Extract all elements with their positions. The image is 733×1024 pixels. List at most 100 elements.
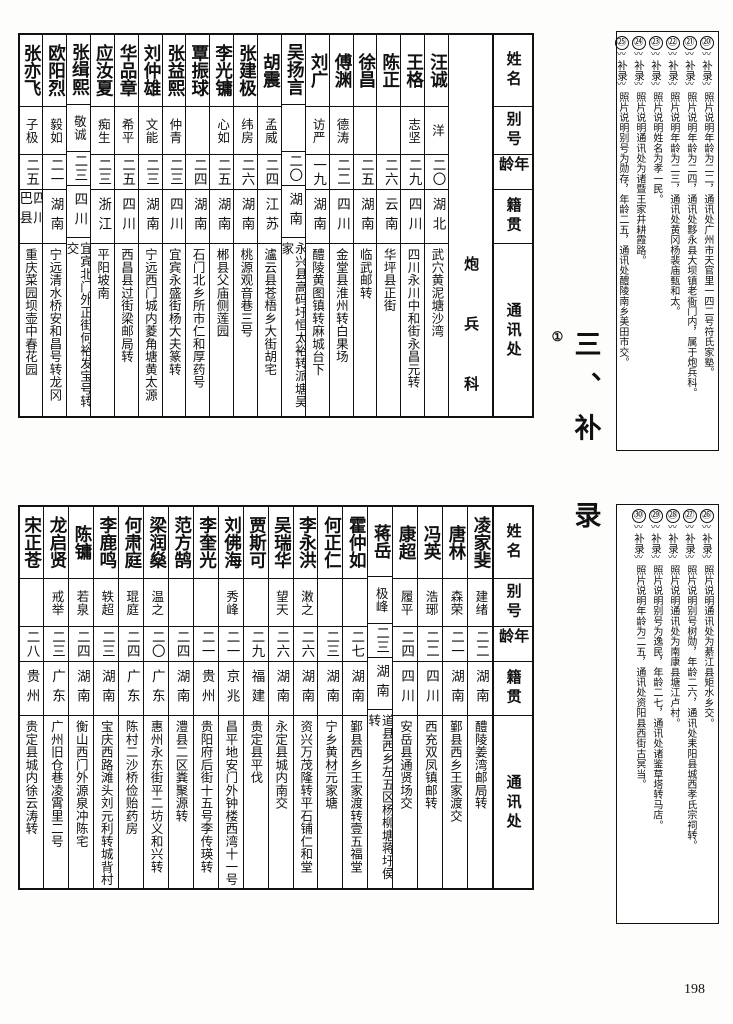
cell-address-text: 澧县二区粪聚源转 — [173, 720, 189, 822]
cell-province-text: 湖南 — [214, 196, 231, 237]
roster-record[interactable]: 刘佛海 秀峰 二一 京兆 昌平地安门外钟楼西湾十一号 — [217, 507, 243, 888]
cell-age-text: 二二 — [472, 629, 489, 659]
roster-record[interactable]: 张益熙 仲青 二三 四川 宜宾永盛街杨大夫篆转 — [161, 35, 186, 416]
wave-rule-icon: 〰 — [616, 80, 626, 90]
footnote-label: 补录 — [633, 60, 645, 81]
cell-address: 澧县二区粪聚源转 — [169, 716, 193, 888]
cell-alias-text: 潄之 — [298, 589, 314, 616]
column-header-address: 通讯处 — [494, 716, 532, 888]
roster-record[interactable]: 刘广 访严 一九 湖南 醴陵黄图镇转麻城台下 — [304, 35, 329, 416]
roster-record[interactable]: 胡震 孟威 二四 江苏 瀘云县苍梧乡大街胡宅 — [257, 35, 281, 416]
cell-age-text: 二五 — [214, 157, 231, 187]
cell-province: 四川 — [162, 190, 186, 244]
cell-age: 二六 — [268, 627, 293, 662]
cell-name-text: 王格 — [403, 52, 424, 89]
cell-alias: 子极 — [18, 107, 43, 155]
cell-name: 陈正 — [377, 35, 401, 107]
column-header-alias: 别号 — [494, 579, 532, 627]
footnote-number: ㉘ — [665, 509, 680, 523]
roster-record[interactable]: 汪诚洋二〇 湖北 武穴黄泥塘沙湾 — [424, 35, 448, 416]
roster-record[interactable]: 傅渊 德涛 二二 四川 金堂县淮州转白果场 — [328, 35, 353, 416]
cell-age: 二四 — [186, 155, 210, 190]
cell-name: 华品章 — [114, 35, 138, 107]
wave-rule-icon: 〰 — [684, 50, 694, 60]
cell-address-text: 西充双凤镇邮转 — [422, 720, 438, 810]
cell-name-text: 龙启贤 — [47, 515, 68, 570]
roster-record[interactable]: 张亦飞 子极 二五 四川巴县 重庆菜园坝壶中春花园 — [18, 35, 43, 416]
footnote-entry: ㉖〰补录〰照片说明通讯处为綦江县矩水乡交。 — [698, 509, 715, 919]
cell-province: 四川 — [393, 662, 418, 716]
roster-record[interactable]: 李永洪 潄之 二六 湖南 资兴万茂隆转平石铺仁和堂 — [292, 507, 318, 888]
cell-province: 湖南 — [168, 662, 193, 716]
footnote-number: ㉙ — [648, 509, 663, 523]
wave-rule-icon: 〰 — [667, 50, 677, 60]
roster-record[interactable]: 吴瑞华 望天 二六 湖南 永定县城内南交 — [267, 507, 293, 888]
roster-record[interactable]: 贾斯可 二九 福建 贵定县平伐 — [242, 507, 268, 888]
cell-age-text: 二〇 — [148, 629, 165, 659]
roster-record[interactable]: 冯英 浩琊 二二 四川 西充双凤镇邮转 — [417, 507, 443, 888]
cell-name-text: 张缉熙 — [69, 42, 90, 96]
roster-record[interactable]: 应汝夏 痴生 二三 浙江 平阳坡南 — [89, 35, 114, 416]
cell-age: 二五 — [353, 155, 377, 190]
roster-record[interactable]: 刘仲雄 文能 二三 湖南 宁远西门城内菱角塘黄太源 — [137, 35, 162, 416]
roster-record[interactable]: 徐昌 二五 湖南 临武邮转 — [352, 35, 377, 416]
cell-name-text: 凌家斐 — [470, 515, 491, 570]
cell-age-text: 二三 — [71, 153, 88, 183]
cell-name: 何正仁 — [318, 507, 343, 579]
cell-province: 湖南 — [443, 662, 468, 716]
cell-age: 二一 — [193, 627, 218, 662]
roster-record[interactable]: 康超 履平 二四 四川 安岳县通贤场交 — [392, 507, 418, 888]
roster-record[interactable]: 欧阳烈 毅如 二一 湖南 宁远清水桥安和昌号转龙冈 — [42, 35, 66, 416]
cell-address: 醴陵黄图镇转麻城台下 — [306, 244, 329, 416]
roster-record[interactable]: 陈镛 若泉 二四 湖南 衡山西门外源泉冲陈宅 — [68, 507, 93, 888]
cell-name: 李光镛 — [210, 35, 234, 107]
footnote-body-text: 照片说明别号为逸民，年龄二七，通讯处诸鉴草塔转马店。 — [650, 565, 662, 831]
footnote-entry: ㉙〰补录〰照片说明别号为逸民，年龄二七，通讯处诸鉴草塔转马店。 — [647, 509, 664, 919]
cell-age-text: 二〇 — [286, 153, 303, 183]
cell-name: 范方鹄 — [168, 507, 193, 579]
section-title-text-2: 录 — [569, 501, 601, 544]
cell-name: 张益熙 — [162, 35, 186, 107]
roster-record[interactable]: 李光镛 心如 二五 湖南 郴县父庙侧莲园 — [209, 35, 234, 416]
cell-alias-text: 极峰 — [373, 586, 389, 613]
roster-record[interactable]: 李鹿鸣 轶超 二三 湖南 宝庆西路滩头刘元利转城背村 — [93, 507, 118, 888]
cell-province-text: 湖南 — [348, 668, 365, 709]
cell-age-text: 二八 — [23, 629, 40, 659]
roster-record[interactable]: 蒋岳 极峰 二三 湖南 道县西乡左五区杨柳塘蒋圩侯转 — [367, 507, 393, 888]
cell-address-text: 惠州永东街平二坊义和兴转 — [148, 720, 164, 873]
roster-record[interactable]: 何肃庭 琨庭 二四 广东 陈村二沙桥俭贻药房 — [117, 507, 143, 888]
cell-name-text: 华品章 — [117, 43, 138, 98]
cell-name-text: 张益熙 — [164, 43, 185, 98]
cell-name: 张亦飞 — [18, 35, 43, 107]
cell-alias: 希平 — [114, 107, 138, 155]
roster-record[interactable]: 梁润燊 温之 二〇 广东 惠州永东街平二坊义和兴转 — [142, 507, 168, 888]
roster-record[interactable]: 唐林 森荣 二一 湖南 鄞县西乡王家渡交 — [442, 507, 468, 888]
cell-name: 汪诚 — [425, 35, 448, 107]
roster-record[interactable]: 龙启贤 戒举 二三 广东 广州旧仓巷凌霄里二号 — [43, 507, 69, 888]
cell-alias-text: 秀峰 — [224, 589, 240, 616]
roster-record[interactable]: 宋正苍 二八 贵州 贵定县城内徐云涛转 — [18, 507, 44, 888]
cell-age: 二二 — [418, 627, 443, 662]
roster-record[interactable]: 范方鹄 二四 湖南 澧县二区粪聚源转 — [167, 507, 193, 888]
roster-record[interactable]: 李奎光 二一 贵州 贵阳府后街十五号李传瑛转 — [192, 507, 218, 888]
roster-record[interactable]: 霍仲如 二七 湖南 鄞县西乡王家渡转壹五福堂 — [342, 507, 368, 888]
cell-province: 贵州 — [18, 662, 44, 716]
wave-rule-icon: 〰 — [667, 523, 677, 533]
cell-alias: 仲青 — [162, 107, 186, 155]
roster-record[interactable]: 华品章 希平 二五 四川 西昌县过街梁邮局转 — [113, 35, 138, 416]
roster-record[interactable]: 何正仁 二三 湖南 宁乡黄材元家塘 — [317, 507, 343, 888]
cell-name: 覃振球 — [186, 35, 210, 107]
cell-alias: 毅如 — [43, 107, 66, 155]
roster-record[interactable]: 张建极 纬房 二六 湖南 桃源观音巷三号 — [233, 35, 257, 416]
roster-record[interactable]: 吴扬言 二〇 湖南 永兴县高码圩恒太裕转派塘吴家 — [280, 35, 305, 416]
cell-age: 一九 — [305, 155, 329, 190]
cell-address-text: 贵定县城内徐云涛转 — [23, 720, 39, 835]
roster-record[interactable]: 覃振球 二四 湖南 石门北乡所市仁和厚药号 — [185, 35, 210, 416]
roster-record[interactable]: 张缉熙 敬诚 二三 四川 宜宾北门外正街何裕发宝号转交 — [66, 35, 90, 416]
roster-record[interactable]: 陈正 二六 云南 华坪县正街 — [376, 35, 401, 416]
roster-record[interactable]: 王格 志坚 二九 四川 四川永川中和街永昌元转 — [400, 35, 425, 416]
footnote-number: ⑳ — [699, 36, 714, 50]
roster-record[interactable]: 凌家斐 建绪 二二 湖南 醴陵姜湾邮局转 — [467, 507, 492, 888]
cell-province: 湖南 — [343, 662, 368, 716]
cell-name-text: 张亦飞 — [21, 43, 42, 98]
